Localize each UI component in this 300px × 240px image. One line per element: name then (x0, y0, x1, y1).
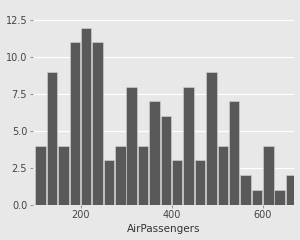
Bar (47, 72, 57, 205)
Bar (183, 87, 194, 205)
Bar (297, 190, 300, 205)
Bar (35, 146, 46, 205)
Bar (58, 146, 69, 205)
Bar (263, 146, 274, 205)
Bar (172, 161, 182, 205)
Bar (195, 161, 205, 205)
Bar (252, 190, 262, 205)
Bar (104, 161, 114, 205)
Bar (92, 42, 103, 205)
Bar (81, 28, 92, 205)
Bar (229, 102, 239, 205)
Bar (286, 175, 296, 205)
Bar (218, 146, 228, 205)
Bar (138, 146, 148, 205)
Bar (206, 72, 217, 205)
Bar (127, 87, 137, 205)
Bar (149, 102, 160, 205)
Bar (115, 146, 126, 205)
Bar (240, 175, 251, 205)
X-axis label: AirPassengers: AirPassengers (127, 224, 200, 234)
Bar (160, 116, 171, 205)
Bar (274, 190, 285, 205)
Bar (70, 42, 80, 205)
